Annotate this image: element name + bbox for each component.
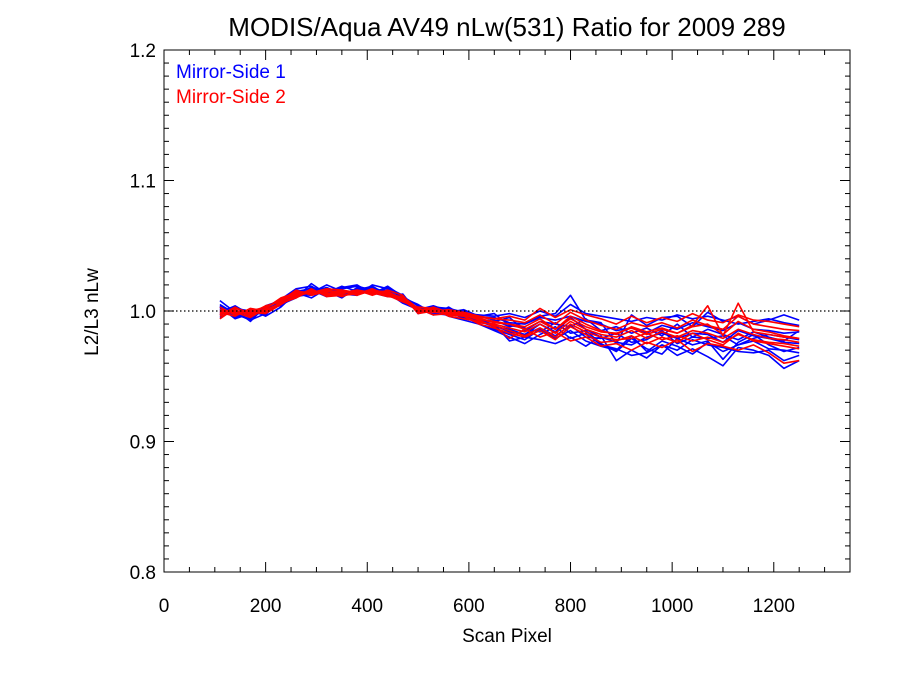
plot-area: 0 200 400 600 800 1000 1200 0.8 0.9 1.0 1.1 1.2: [130, 41, 851, 617]
x-tick-label: 1200: [753, 596, 795, 617]
y-tick-label: 1.2: [130, 41, 156, 62]
legend-entry-1: Mirror-Side 1: [176, 62, 286, 83]
x-tick-label: 600: [453, 596, 485, 617]
y-axis-label: L2/L3 nLw: [82, 268, 103, 356]
x-tick-label: 1000: [651, 596, 693, 617]
x-tick-label: 400: [351, 596, 383, 617]
y-tick-label: 0.9: [130, 433, 156, 454]
y-tick-label: 1.1: [130, 172, 156, 193]
series-line-4: [219, 285, 800, 361]
series-line-15: [219, 289, 800, 365]
y-tick-label: 0.8: [130, 563, 156, 584]
y-tick-label: 1.0: [130, 302, 156, 323]
series-line-18: [219, 290, 800, 340]
legend-entry-2: Mirror-Side 2: [176, 87, 286, 108]
legend: Mirror-Side 1 Mirror-Side 2: [176, 62, 286, 108]
x-tick-label: 0: [159, 596, 170, 617]
x-tick-label: 800: [555, 596, 587, 617]
series-line-17: [219, 287, 800, 350]
x-tick-label: 200: [250, 596, 282, 617]
chart-title: MODIS/Aqua AV49 nLw(531) Ratio for 2009 …: [228, 12, 785, 42]
x-axis-label: Scan Pixel: [462, 626, 552, 647]
